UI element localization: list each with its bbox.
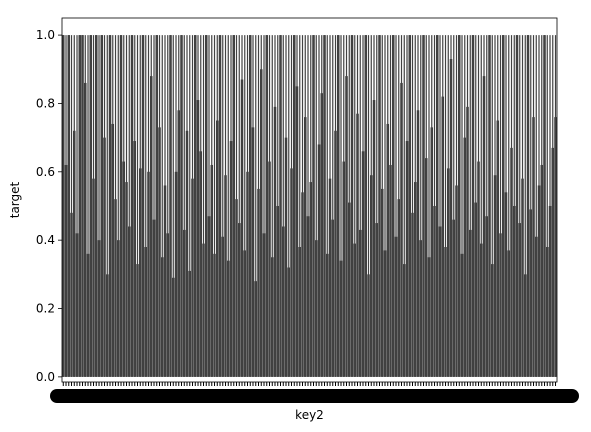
y-tick-label: 0.6 (36, 165, 55, 179)
y-tick-label: 0.4 (36, 233, 55, 247)
y-axis-label: target (8, 181, 22, 218)
y-axis-ticks: 0.0 0.2 0.4 0.6 0.8 1.0 (36, 28, 62, 384)
x-axis-label: key2 (295, 408, 324, 422)
y-tick-label: 0.2 (36, 302, 55, 316)
y-tick-label: 1.0 (36, 28, 55, 42)
y-tick-label: 0.8 (36, 96, 55, 110)
y-tick-label: 0.0 (36, 370, 55, 384)
errorbars-layer (62, 35, 557, 377)
x-tick-label-band (50, 382, 579, 403)
axes-frame (61, 17, 558, 383)
x-tick-label-overlap-band (50, 389, 579, 403)
